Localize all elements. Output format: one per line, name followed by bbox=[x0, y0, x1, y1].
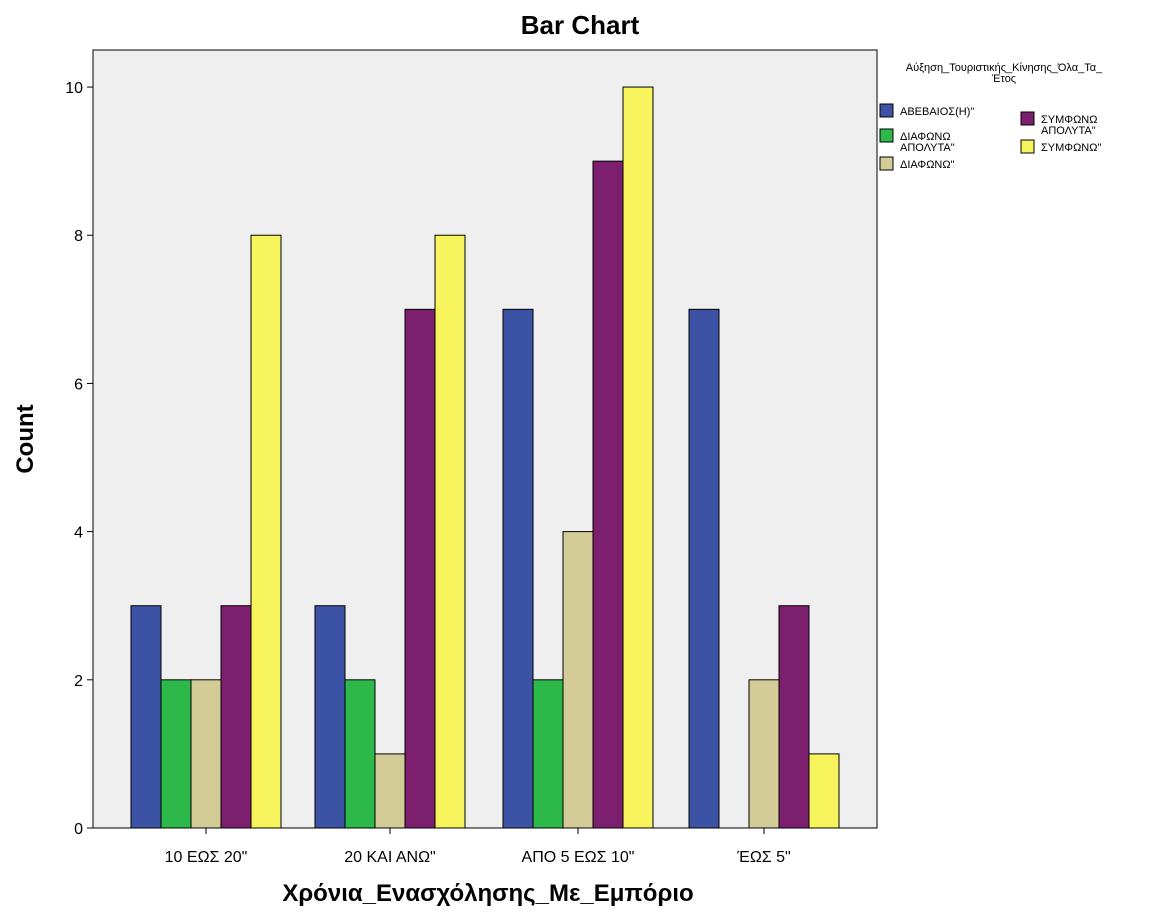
legend-label: ΣΥΜΦΩΝΩ" bbox=[1041, 142, 1101, 154]
bar bbox=[314, 605, 346, 829]
x-tick-label: 10 ΕΩΣ 20" bbox=[165, 849, 248, 866]
bar bbox=[502, 308, 534, 829]
legend-title: Έτος bbox=[991, 73, 1016, 85]
bar bbox=[562, 531, 594, 829]
x-axis-label: Χρόνια_Ενασχόλησης_Με_Εμπόριο bbox=[282, 880, 693, 907]
bar bbox=[532, 679, 564, 829]
bar bbox=[748, 679, 780, 829]
y-tick-label: 2 bbox=[74, 673, 83, 690]
legend-swatch bbox=[1020, 111, 1035, 126]
legend-item: ΔΙΑΦΩΝΩ" bbox=[879, 156, 955, 171]
legend-title: Αύξηση_Τουριστικής_Κίνησης_Όλα_Τα_ bbox=[906, 62, 1103, 74]
bar bbox=[374, 753, 406, 829]
bars-group bbox=[130, 86, 840, 829]
y-axis: 0 2 4 6 8 10 bbox=[65, 80, 93, 838]
bar bbox=[130, 605, 162, 829]
legend: Αύξηση_Τουριστικής_Κίνησης_Όλα_Τα_Έτος ΑΒ… bbox=[879, 62, 1103, 171]
legend-swatch bbox=[879, 156, 894, 171]
bar bbox=[778, 605, 810, 829]
y-tick-label: 0 bbox=[74, 821, 83, 838]
legend-item: ΣΥΜΦΩΝΩ" bbox=[1020, 139, 1101, 154]
chart-title: Bar Chart bbox=[521, 10, 640, 40]
legend-item: ΑΒΕΒΑΙΟΣ(Η)" bbox=[879, 103, 974, 118]
bar bbox=[434, 234, 466, 829]
y-tick-label: 10 bbox=[65, 80, 83, 97]
legend-label: ΣΥΜΦΩΝΩ bbox=[1041, 114, 1097, 126]
legend-label: ΑΒΕΒΑΙΟΣ(Η)" bbox=[900, 106, 974, 118]
legend-label: ΔΙΑΦΩΝΩ bbox=[900, 131, 951, 143]
bar bbox=[160, 679, 192, 829]
y-axis-label: Count bbox=[12, 404, 39, 473]
bar bbox=[592, 160, 624, 829]
x-tick-label: 20 ΚΑΙ ΑΝΩ" bbox=[344, 849, 435, 866]
legend-label: ΔΙΑΦΩΝΩ" bbox=[900, 159, 955, 171]
x-tick-label: ΑΠΟ 5 ΕΩΣ 10" bbox=[522, 849, 635, 866]
y-tick-label: 6 bbox=[74, 376, 83, 393]
bar bbox=[688, 308, 720, 829]
bar bbox=[190, 679, 222, 829]
bar bbox=[344, 679, 376, 829]
bar bbox=[250, 234, 282, 829]
y-tick-label: 4 bbox=[74, 525, 83, 542]
legend-swatch bbox=[879, 128, 894, 143]
x-axis: 10 ΕΩΣ 20" 20 ΚΑΙ ΑΝΩ" ΑΠΟ 5 ΕΩΣ 10" ΈΩΣ 5" bbox=[165, 828, 791, 866]
bar bbox=[404, 308, 436, 829]
bar bbox=[220, 605, 252, 829]
legend-label: ΑΠΟΛΥΤΑ" bbox=[900, 142, 955, 154]
legend-swatch bbox=[1020, 139, 1035, 154]
legend-label: ΑΠΟΛΥΤΑ" bbox=[1041, 125, 1096, 137]
bar bbox=[808, 753, 840, 829]
legend-swatch bbox=[879, 103, 894, 118]
x-tick-label: ΈΩΣ 5" bbox=[736, 849, 790, 866]
y-tick-label: 8 bbox=[74, 228, 83, 245]
bar bbox=[622, 86, 654, 829]
